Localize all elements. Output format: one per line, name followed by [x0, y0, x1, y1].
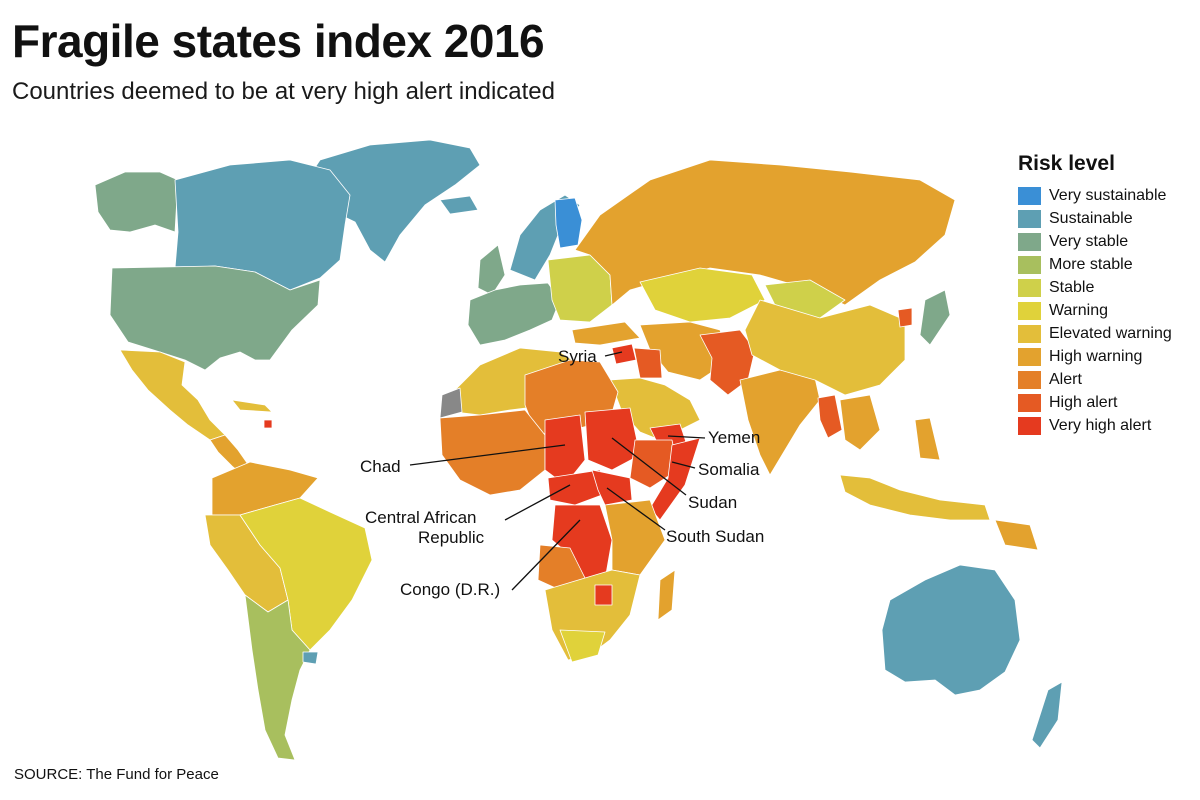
- page-title: Fragile states index 2016: [12, 15, 545, 67]
- legend-item: Warning: [1018, 299, 1196, 322]
- sudan-leader: [611, 437, 687, 496]
- region-chad: [544, 414, 586, 486]
- region-iraq: [633, 347, 663, 379]
- region-ethiopia: [629, 439, 679, 489]
- car-leader: [504, 484, 571, 521]
- legend-swatch: [1018, 393, 1041, 412]
- region-afghanistan-pakistan: [699, 329, 756, 396]
- region-south-africa: [559, 629, 606, 663]
- label-syria: Syria: [558, 347, 597, 366]
- region-alaska: [94, 171, 179, 233]
- label-sudan: Sudan: [688, 493, 737, 512]
- legend-swatch: [1018, 278, 1041, 297]
- region-australia: [881, 564, 1021, 696]
- region-indonesia: [839, 474, 991, 521]
- south-sudan-leader: [606, 487, 666, 531]
- legend-item: High warning: [1018, 345, 1196, 368]
- yemen-leader: [667, 435, 706, 439]
- legend-swatch: [1018, 347, 1041, 366]
- legend-label: Warning: [1049, 301, 1108, 319]
- legend-swatch: [1018, 324, 1041, 343]
- legend-item: Very high alert: [1018, 414, 1196, 437]
- region-brazil: [239, 497, 373, 651]
- legend-swatch: [1018, 232, 1041, 251]
- region-southern-cone: [244, 594, 311, 761]
- region-myanmar: [817, 394, 843, 439]
- legend-item: Very stable: [1018, 230, 1196, 253]
- legend-item: Very sustainable: [1018, 184, 1196, 207]
- legend-item: Alert: [1018, 368, 1196, 391]
- legend-swatch: [1018, 186, 1041, 205]
- syria-leader: [604, 351, 623, 357]
- label-somalia: Somalia: [698, 460, 760, 479]
- region-philippines: [914, 417, 941, 461]
- label-chad: Chad: [360, 457, 401, 476]
- legend-swatch: [1018, 301, 1041, 320]
- region-uk: [477, 244, 506, 296]
- legend-label: Sustainable: [1049, 209, 1133, 227]
- region-western-europe: [467, 282, 561, 346]
- legend-title: Risk level: [1018, 152, 1115, 175]
- legend-label: More stable: [1049, 255, 1133, 273]
- legend-label: Stable: [1049, 278, 1095, 296]
- label-yemen: Yemen: [708, 428, 760, 447]
- legend-label: Very stable: [1049, 232, 1129, 250]
- region-haiti: [263, 419, 273, 429]
- legend-item: More stable: [1018, 253, 1196, 276]
- congo-leader: [511, 519, 581, 591]
- label-congo: Congo (D.R.): [400, 580, 500, 599]
- region-japan: [919, 289, 951, 346]
- region-indochina: [839, 394, 881, 451]
- region-russia: [574, 159, 956, 306]
- legend-item: Elevated warning: [1018, 322, 1196, 345]
- region-turkey: [571, 321, 641, 346]
- region-finland: [554, 197, 583, 249]
- region-iceland: [439, 195, 479, 215]
- region-kazakhstan: [639, 267, 766, 323]
- region-west-africa: [439, 409, 546, 496]
- label-car-line1: Central African: [365, 508, 477, 527]
- label-car-line2: Republic: [418, 528, 485, 547]
- region-north-korea: [897, 307, 913, 328]
- legend-swatch: [1018, 370, 1041, 389]
- legend-label: Very high alert: [1049, 416, 1152, 434]
- region-china: [744, 299, 906, 396]
- region-cuba: [231, 399, 273, 413]
- legend-label: High alert: [1049, 393, 1118, 411]
- legend-swatch: [1018, 416, 1041, 435]
- legend-swatch: [1018, 209, 1041, 228]
- legend-label: Very sustainable: [1049, 186, 1167, 204]
- source-note: SOURCE: The Fund for Peace: [14, 766, 219, 783]
- legend-item: High alert: [1018, 391, 1196, 414]
- legend-label: Alert: [1049, 370, 1082, 388]
- legend-label: High warning: [1049, 347, 1143, 365]
- region-new-zealand: [1031, 681, 1063, 749]
- region-greenland: [299, 139, 481, 263]
- legend-item: Stable: [1018, 276, 1196, 299]
- chad-leader: [409, 444, 566, 466]
- region-madagascar: [657, 569, 676, 621]
- region-png: [994, 519, 1039, 551]
- legend-items: Very sustainable Sustainable Very stable Mo…: [1018, 184, 1196, 437]
- region-zimbabwe: [594, 584, 613, 606]
- somalia-leader: [671, 461, 696, 469]
- label-south-sudan: South Sudan: [666, 527, 764, 546]
- region-uruguay: [302, 651, 319, 665]
- region-south-sudan: [591, 469, 633, 506]
- legend-swatch: [1018, 255, 1041, 274]
- region-usa: [109, 265, 321, 371]
- legend-label: Elevated warning: [1049, 324, 1172, 342]
- legend-item: Sustainable: [1018, 207, 1196, 230]
- page-subtitle: Countries deemed to be at very high aler…: [12, 78, 555, 105]
- legend: Risk level Very sustainable Sustainable Ve…: [1018, 152, 1196, 437]
- region-western-sahara: [439, 387, 463, 419]
